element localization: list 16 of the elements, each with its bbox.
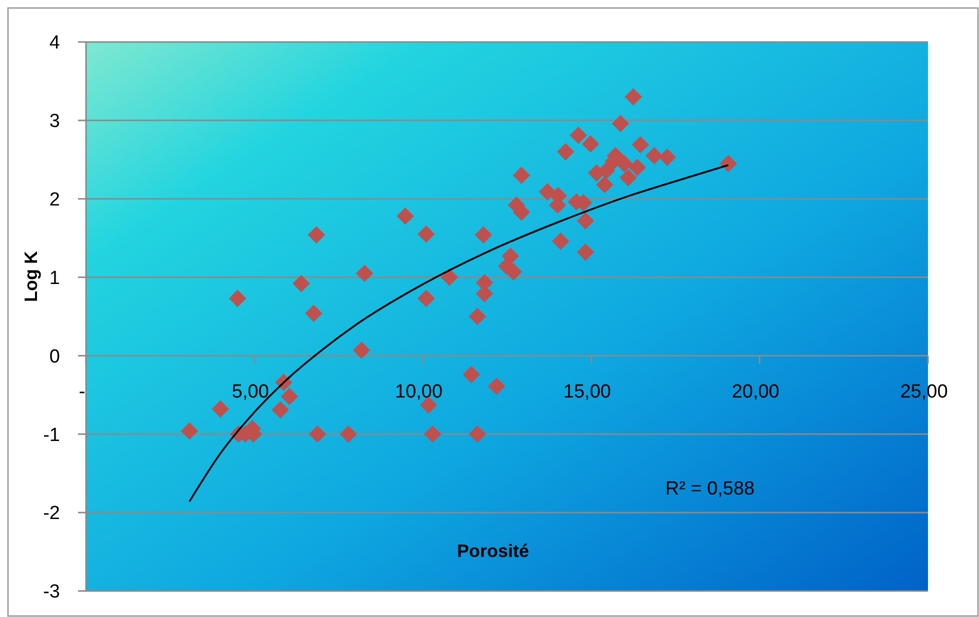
x-tick-label: 15,00 [563, 382, 611, 403]
y-tick-label: 0 [49, 346, 60, 368]
y-tick-label: 3 [49, 111, 60, 132]
y-tick-label: 4 [49, 32, 60, 54]
x-tick-label: 20,00 [732, 382, 780, 403]
x-tick-label: 5,00 [232, 382, 269, 403]
y-tick-label: -3 [43, 582, 60, 603]
x-tick-label: - [78, 382, 86, 403]
y-tick-label: -1 [43, 424, 60, 446]
y-tick-label: -2 [43, 503, 60, 524]
x-axis-title: Porosité [456, 541, 530, 561]
y-tick-label: 2 [49, 190, 60, 211]
y-axis-title: Log K [21, 251, 41, 302]
x-tick-label: 10,00 [395, 382, 443, 403]
annotation: R² = 0,588 [665, 478, 755, 500]
y-tick-label: 1 [49, 268, 60, 289]
